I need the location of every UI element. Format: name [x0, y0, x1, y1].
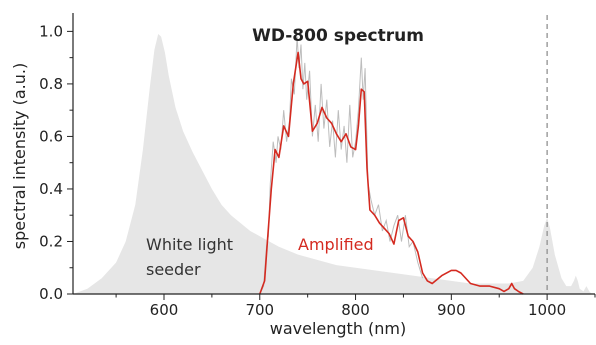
series-raw-spectrum — [259, 36, 424, 295]
series-amplified — [259, 51, 524, 295]
annotation-white-light-seeder: White light — [146, 235, 233, 254]
x-tick-label: 700 — [245, 301, 274, 319]
y-axis-title: spectral intensity (a.u.) — [10, 63, 29, 249]
x-tick-label: 600 — [150, 301, 179, 319]
plot-area — [73, 15, 595, 295]
chart-title: WD-800 spectrum — [252, 26, 424, 46]
series-white-light-seeder — [73, 34, 595, 294]
x-axis-title: wavelength (nm) — [270, 319, 407, 338]
y-tick-label: 0.2 — [39, 232, 63, 250]
y-tick-label: 0.8 — [39, 75, 63, 93]
x-tick-label: 1000 — [528, 301, 566, 319]
ticks: 600 700 800 900 1000 0.0 0.2 0.4 0.6 0.8 1.0 — [39, 22, 596, 319]
y-tick-label: 0.6 — [39, 127, 63, 145]
y-tick-label: 0.0 — [39, 285, 63, 303]
annotation-amplified: Amplified — [298, 235, 374, 254]
annotation-white-light-seeder: seeder — [146, 260, 201, 279]
y-tick-label: 0.4 — [39, 180, 63, 198]
x-tick-label: 800 — [341, 301, 370, 319]
y-tick-label: 1.0 — [39, 22, 63, 40]
axes — [72, 13, 595, 295]
x-tick-label: 900 — [437, 301, 466, 319]
